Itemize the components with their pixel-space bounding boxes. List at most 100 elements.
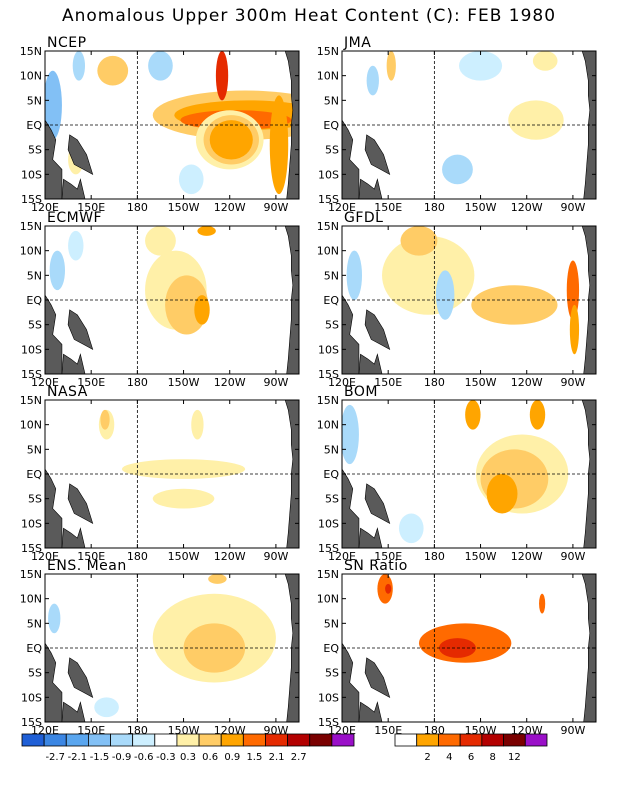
lat-tick-label: 10S <box>21 343 42 356</box>
anomaly-contour <box>366 65 379 96</box>
land-new-guinea <box>67 309 94 350</box>
lat-tick-label: 15S <box>21 542 42 555</box>
anomaly-contour <box>539 593 546 614</box>
anomaly-contour <box>566 260 580 320</box>
legend-swatch <box>394 733 418 747</box>
lat-tick-label: EQ <box>323 294 339 307</box>
lat-tick-label: 10N <box>317 593 339 606</box>
anomaly-contour <box>569 304 580 355</box>
lat-tick-label: 5N <box>324 443 339 456</box>
lat-tick-label: 5N <box>324 269 339 282</box>
lon-tick-label: 120E <box>328 550 356 563</box>
lon-tick-label: 150E <box>77 550 105 563</box>
lat-tick-label: 10S <box>21 517 42 530</box>
legend-swatch <box>176 733 200 747</box>
legend-label: -1.5 <box>90 752 110 763</box>
lat-tick-label: 10N <box>20 70 42 83</box>
land-australia <box>61 701 86 722</box>
lon-tick-label: 120E <box>31 201 59 214</box>
lon-tick-label: 180 <box>127 201 148 214</box>
lat-tick-label: 15N <box>20 568 42 581</box>
anomaly-contour <box>121 459 246 479</box>
lat-tick-label: 15N <box>20 220 42 233</box>
anomaly-contour <box>49 250 66 291</box>
land-australia <box>61 527 86 548</box>
lon-tick-label: 120W <box>511 201 543 214</box>
lat-tick-label: EQ <box>26 468 42 481</box>
anomaly-contour <box>442 154 473 185</box>
lat-tick-label: 5N <box>324 94 339 107</box>
legend-label: 1.5 <box>246 752 262 763</box>
lon-tick-label: 90W <box>560 724 585 737</box>
land-indonesia <box>342 642 360 722</box>
lon-tick-label: 120E <box>31 550 59 563</box>
land-new-guinea <box>364 309 391 350</box>
lat-tick-label: 15N <box>317 220 339 233</box>
anomaly-contour <box>386 51 396 81</box>
legend-swatch <box>331 733 355 747</box>
anomaly-contour <box>269 95 289 195</box>
land-indonesia <box>45 294 63 374</box>
legend-swatch <box>524 733 548 747</box>
lat-tick-label: 5N <box>27 94 42 107</box>
anomaly-contour <box>183 623 246 673</box>
land-new-guinea <box>364 657 391 698</box>
anomaly-contour <box>148 51 173 81</box>
lon-tick-label: 150W <box>465 376 497 389</box>
legend-label: 2 <box>424 752 430 763</box>
anomaly-contour <box>342 404 359 465</box>
land-australia <box>61 353 86 374</box>
legend-swatch <box>503 733 526 747</box>
lat-tick-label: 15S <box>21 716 42 729</box>
lat-tick-label: 15S <box>318 716 339 729</box>
legend-swatch <box>416 733 439 747</box>
legend-swatch <box>265 733 289 747</box>
legend-label: 2.1 <box>269 752 285 763</box>
lat-tick-label: 5S <box>325 144 339 157</box>
land-australia <box>358 353 383 374</box>
legend-swatch <box>65 733 89 747</box>
anomaly-contour <box>465 400 481 430</box>
lon-tick-label: 120E <box>328 201 356 214</box>
land-indonesia <box>342 119 360 199</box>
anomaly-contour <box>529 400 546 430</box>
lat-tick-label: EQ <box>26 294 42 307</box>
lon-tick-label: 120W <box>214 376 246 389</box>
lat-tick-label: 10N <box>20 419 42 432</box>
lat-tick-label: 15N <box>317 568 339 581</box>
anomaly-field <box>45 226 299 374</box>
lon-tick-label: 90W <box>560 550 585 563</box>
lat-tick-label: EQ <box>323 119 339 132</box>
legend-label: 12 <box>508 752 521 763</box>
lat-tick-label: EQ <box>323 642 339 655</box>
lat-tick-label: 10S <box>21 691 42 704</box>
lat-tick-label: 5S <box>325 319 339 332</box>
anomaly-contour <box>100 409 110 430</box>
color-legend-sn-ratio: 2 4 6 8 12 <box>394 733 548 763</box>
legend-swatch <box>110 733 134 747</box>
lon-tick-label: 180 <box>127 550 148 563</box>
land-australia <box>358 701 383 722</box>
legend-swatch <box>21 733 45 747</box>
panel-title: NCEP <box>47 35 87 51</box>
anomaly-contour <box>532 51 558 71</box>
lon-tick-label: 120E <box>31 376 59 389</box>
legend-swatch <box>220 733 244 747</box>
lon-tick-label: 90W <box>263 201 288 214</box>
lat-tick-label: 10N <box>20 245 42 258</box>
legend-label: -2.1 <box>68 752 88 763</box>
lon-tick-label: 180 <box>424 550 445 563</box>
lon-tick-label: 150W <box>168 201 200 214</box>
lon-tick-label: 150W <box>465 550 497 563</box>
panel-title: ECMWF <box>47 210 102 226</box>
legend-label: 0.3 <box>180 752 196 763</box>
panel-title: ENS. Mean <box>47 558 127 574</box>
anomaly-contour <box>435 270 455 320</box>
lat-tick-label: 10S <box>318 691 339 704</box>
lon-tick-label: 150E <box>374 201 402 214</box>
legend-label: 0.9 <box>224 752 240 763</box>
anomaly-contour <box>458 51 503 81</box>
